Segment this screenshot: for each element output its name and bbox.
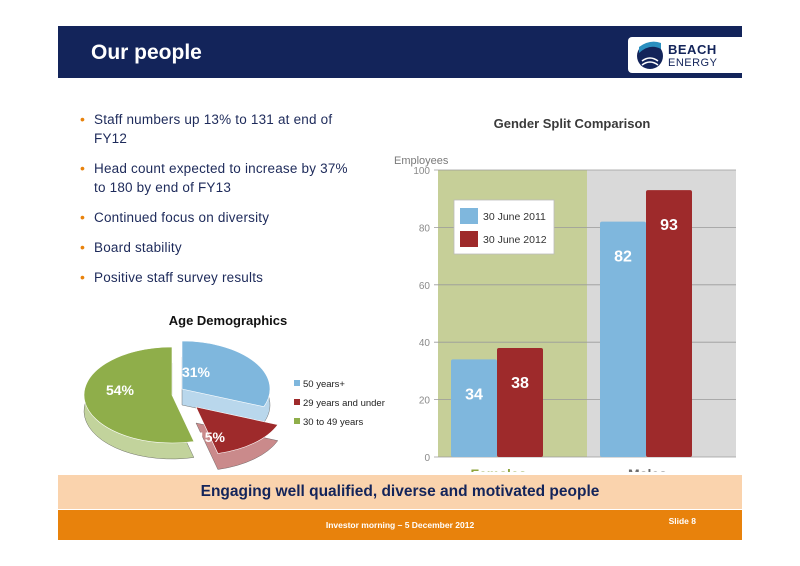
x-category-label: Females xyxy=(470,466,526,472)
legend-swatch xyxy=(460,208,478,224)
slide-number: Slide 8 xyxy=(668,516,696,526)
legend-label: 30 June 2011 xyxy=(483,211,546,223)
bar xyxy=(451,359,497,457)
bullet-icon: • xyxy=(80,160,86,176)
y-tick-label: 100 xyxy=(413,166,430,177)
footer-text: Investor morning – 5 December 2012 xyxy=(325,520,475,530)
brand-logo: BEACH ENERGY xyxy=(628,37,742,73)
y-tick-label: 0 xyxy=(424,453,430,464)
age-demographics-chart: Age Demographics 31% 15% 54% 50 years+ 29 yea… xyxy=(83,313,385,470)
tagline-text: Engaging well qualified, diverse and mot… xyxy=(200,483,600,500)
bullet-text: Head count expected to increase by 37% t… xyxy=(94,161,348,195)
bullet-icon: • xyxy=(80,209,86,225)
bar-value-label: 82 xyxy=(614,249,632,266)
legend-swatch xyxy=(294,399,300,405)
y-tick-label: 40 xyxy=(419,338,431,349)
beach-energy-logo-icon xyxy=(637,41,663,69)
bullet-text: Positive staff survey results xyxy=(94,270,264,285)
bullet-list: • Staff numbers up 13% to 131 at end of F… xyxy=(80,110,360,298)
y-tick-label: 20 xyxy=(419,396,431,407)
bullet-item: • Board stability xyxy=(80,238,360,257)
bullet-item: • Continued focus on diversity xyxy=(80,208,360,227)
legend-label: 29 years and under xyxy=(303,398,385,409)
pie-value-label: 31% xyxy=(182,364,211,380)
tagline-banner: Engaging well qualified, diverse and mot… xyxy=(58,475,742,509)
bar-value-label: 38 xyxy=(511,375,529,392)
bar xyxy=(497,347,543,457)
legend-label: 50 years+ xyxy=(303,379,345,390)
bullet-item: • Positive staff survey results xyxy=(80,268,360,287)
bar-value-label: 34 xyxy=(465,386,483,403)
legend-swatch xyxy=(294,380,300,386)
pie-value-label: 54% xyxy=(106,382,135,398)
bar xyxy=(600,221,646,457)
y-axis-label: Employees xyxy=(394,155,449,167)
bullet-item: • Head count expected to increase by 37% … xyxy=(80,159,360,197)
x-category-label: Males xyxy=(628,466,667,472)
slide: Our people BEACH ENERGY • Staff numbers u… xyxy=(58,26,742,540)
bar-value-label: 93 xyxy=(660,217,678,234)
bullet-text: Continued focus on diversity xyxy=(94,210,270,225)
bullet-icon: • xyxy=(80,239,86,255)
footer-bar: Investor morning – 5 December 2012 Slide… xyxy=(58,510,742,540)
legend-swatch xyxy=(294,418,300,424)
legend-label: 30 June 2012 xyxy=(483,234,547,246)
chart-title: Gender Split Comparison xyxy=(494,116,651,131)
chart-title: Age Demographics xyxy=(169,313,287,328)
legend-swatch xyxy=(460,231,478,247)
bullet-icon: • xyxy=(80,269,86,285)
logo-text-beach: BEACH xyxy=(668,42,717,57)
logo-text-energy: ENERGY xyxy=(668,57,718,69)
bullet-text: Staff numbers up 13% to 131 at end of FY… xyxy=(94,112,333,146)
pie-slice xyxy=(195,406,279,454)
bar xyxy=(646,190,692,457)
bullet-text: Board stability xyxy=(94,240,182,255)
pie-value-label: 15% xyxy=(197,429,226,445)
header-bar: Our people BEACH ENERGY xyxy=(58,26,742,78)
pie-slice xyxy=(83,346,195,444)
y-tick-label: 80 xyxy=(419,223,431,234)
bullet-icon: • xyxy=(80,111,86,127)
bullet-item: • Staff numbers up 13% to 131 at end of F… xyxy=(80,110,360,148)
pie-slice xyxy=(181,340,271,408)
page-title: Our people xyxy=(91,41,202,64)
y-tick-label: 60 xyxy=(419,281,431,292)
legend-label: 30 to 49 years xyxy=(303,417,363,428)
